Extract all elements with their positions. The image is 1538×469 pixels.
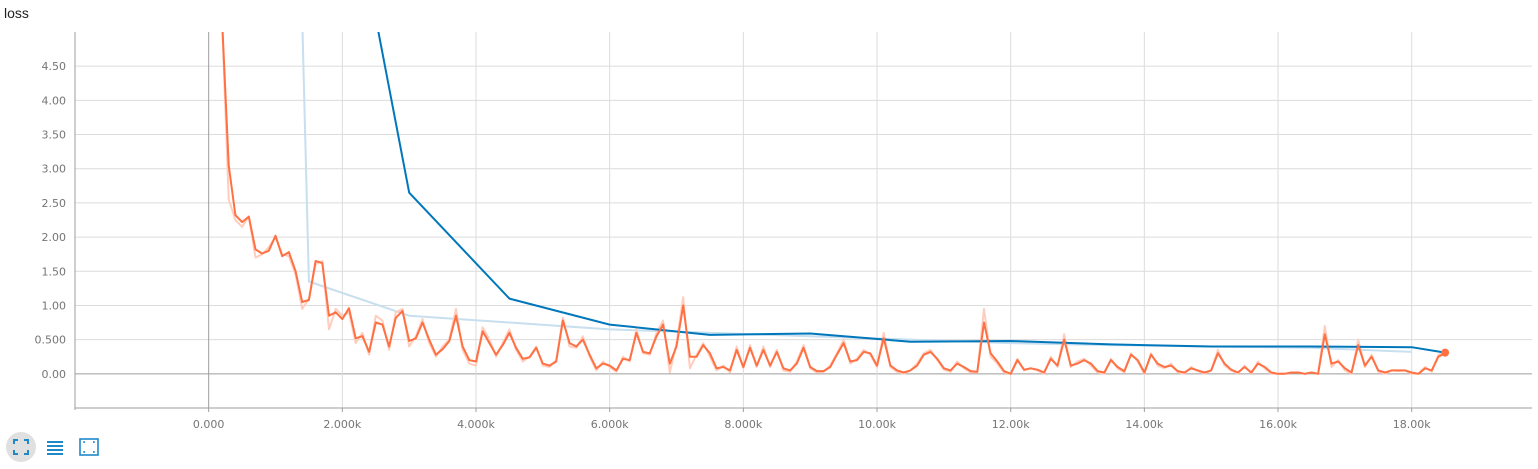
fullscreen-button[interactable] [6,432,36,462]
y-tick-label: 3.50 [42,129,67,142]
y-tick-label: 3.00 [42,163,67,176]
x-tick-label: 6.000k [591,418,629,431]
y-tick-label: 1.50 [42,265,67,278]
fit-domain-button[interactable] [74,432,104,462]
y-tick-label: 2.50 [42,197,67,210]
x-tick-label: 12.00k [992,418,1030,431]
fullscreen-icon [13,439,29,455]
list-icon [47,441,63,455]
x-tick-label: 16.00k [1259,418,1297,431]
x-tick-label: 10.00k [858,418,896,431]
y-tick-label: 2.00 [42,231,67,244]
chart-title: loss [4,5,29,21]
y-tick-label: 1.00 [42,299,67,312]
plot-series-group [221,32,1446,375]
x-tick-label: 14.00k [1125,418,1163,431]
x-tick-label: 0.000 [193,418,225,431]
y-tick-label: 0.00 [42,368,67,381]
blue-raw-series-line [301,32,1412,353]
chart-toolbar [6,432,104,462]
y-tick-label: 0.500 [35,334,67,347]
x-tick-label: 18.00k [1393,418,1431,431]
blue-smoothed-series-line [377,32,1446,354]
y-tick-label: 4.50 [42,60,67,73]
fit-domain-icon [79,438,99,456]
x-tick-label: 8.000k [724,418,762,431]
series-end-marker [1441,348,1450,357]
toggle-log-scale-button[interactable] [40,432,70,462]
x-tick-label: 2.000k [323,418,361,431]
y-tick-label: 4.00 [42,94,67,107]
x-tick-label: 4.000k [457,418,495,431]
orange-smoothed-series-line [221,32,1446,375]
